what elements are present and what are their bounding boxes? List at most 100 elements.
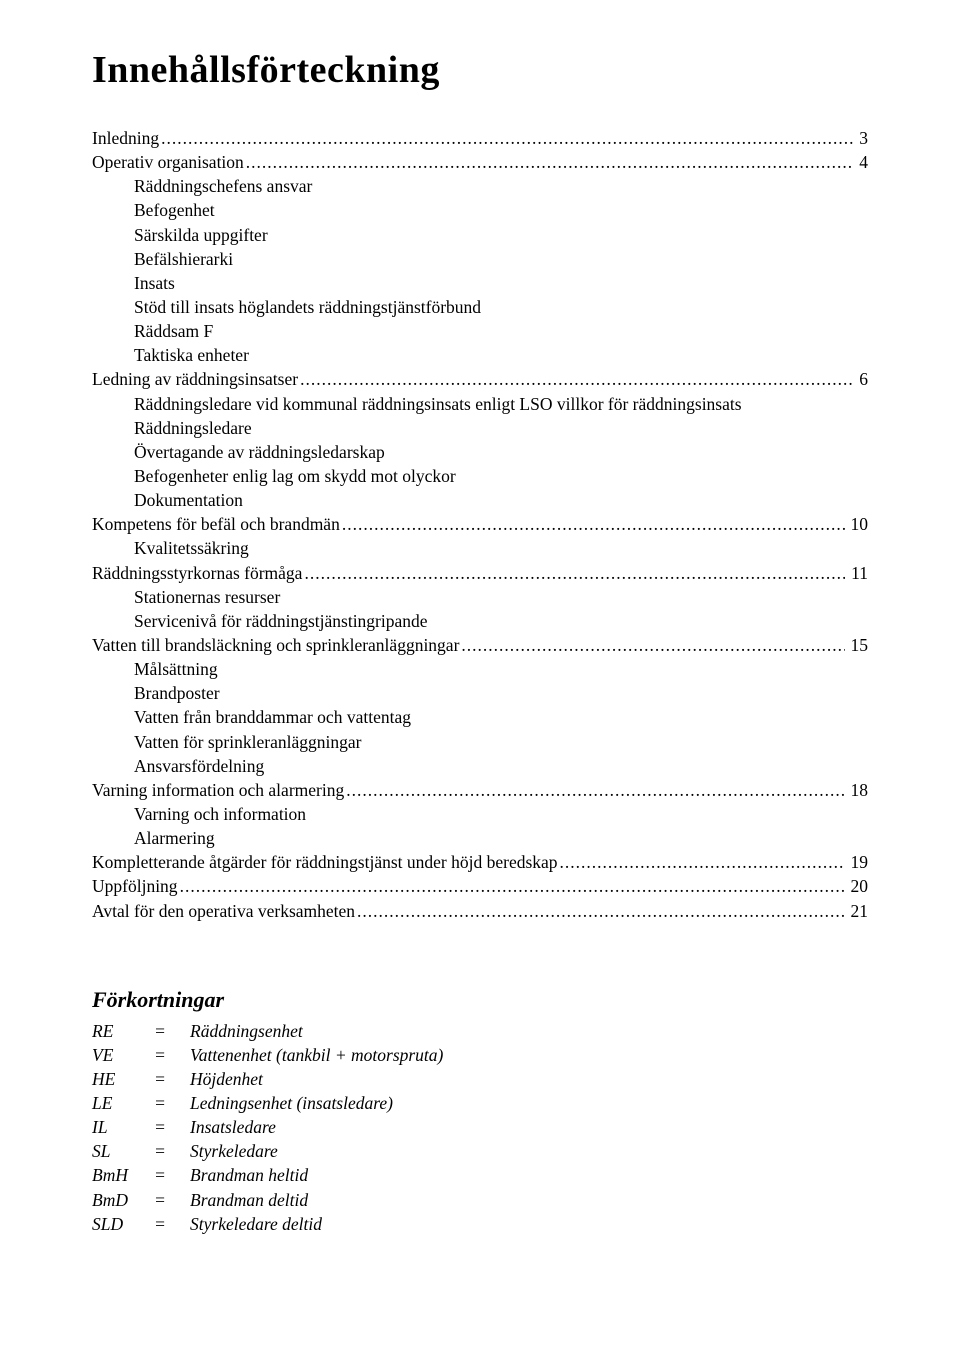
- toc-subentry: Befogenheter enlig lag om skydd mot olyc…: [92, 464, 868, 488]
- abbr-equals: =: [154, 1115, 190, 1139]
- toc-subentry: Stöd till insats höglandets räddningstjä…: [92, 295, 868, 319]
- abbr-equals: =: [154, 1043, 190, 1067]
- toc-leader-dots: [560, 850, 845, 874]
- toc-subentry: Alarmering: [92, 826, 868, 850]
- abbr-key: BmH: [92, 1163, 154, 1187]
- abbr-value: Räddningsenhet: [190, 1019, 868, 1043]
- toc-leader-dots: [300, 367, 853, 391]
- toc-entry-page: 10: [847, 512, 869, 536]
- toc-subentry: Ansvarsfördelning: [92, 754, 868, 778]
- toc-entry-page: 21: [847, 899, 869, 923]
- toc-subentry: Stationernas resurser: [92, 585, 868, 609]
- abbr-value: Styrkeledare deltid: [190, 1212, 868, 1236]
- toc-subentry: Brandposter: [92, 681, 868, 705]
- toc-leader-dots: [461, 633, 844, 657]
- toc-subentry: Särskilda uppgifter: [92, 223, 868, 247]
- toc-subentry: Befogenhet: [92, 198, 868, 222]
- toc-entry-page: 20: [847, 874, 869, 898]
- toc-leader-dots: [246, 150, 853, 174]
- abbr-equals: =: [154, 1188, 190, 1212]
- toc-entry: Varning information och alarmering 18: [92, 778, 868, 802]
- toc-entry-label: Varning information och alarmering: [92, 778, 344, 802]
- toc-subentry: Dokumentation: [92, 488, 868, 512]
- toc-entry-label: Inledning: [92, 126, 159, 150]
- abbr-row: LE=Ledningsenhet (insatsledare): [92, 1091, 868, 1115]
- toc-entry-label: Ledning av räddningsinsatser: [92, 367, 298, 391]
- toc-subentry: Räddsam F: [92, 319, 868, 343]
- page-title: Innehållsförteckning: [92, 48, 868, 92]
- toc-subentry: Insats: [92, 271, 868, 295]
- abbr-row: SLD=Styrkeledare deltid: [92, 1212, 868, 1236]
- abbr-key: BmD: [92, 1188, 154, 1212]
- toc-entry: Inledning 3: [92, 126, 868, 150]
- abbr-key: IL: [92, 1115, 154, 1139]
- toc-entry-label: Vatten till brandsläckning och sprinkler…: [92, 633, 459, 657]
- toc-entry: Ledning av räddningsinsatser 6: [92, 367, 868, 391]
- toc-entry: Uppföljning 20: [92, 874, 868, 898]
- toc-entry-page: 11: [847, 561, 868, 585]
- toc-entry: Kompletterande åtgärder för räddningstjä…: [92, 850, 868, 874]
- abbr-equals: =: [154, 1067, 190, 1091]
- abbr-equals: =: [154, 1139, 190, 1163]
- abbr-key: HE: [92, 1067, 154, 1091]
- abbr-equals: =: [154, 1019, 190, 1043]
- toc-entry: Avtal för den operativa verksamheten 21: [92, 899, 868, 923]
- abbr-value: Ledningsenhet (insatsledare): [190, 1091, 868, 1115]
- abbr-key: VE: [92, 1043, 154, 1067]
- toc-subentry: Räddningschefens ansvar: [92, 174, 868, 198]
- toc-subentry: Räddningsledare: [92, 416, 868, 440]
- toc-subentry: Räddningsledare vid kommunal räddningsin…: [92, 392, 868, 416]
- toc-entry-page: 15: [847, 633, 869, 657]
- toc-leader-dots: [342, 512, 845, 536]
- abbr-row: RE=Räddningsenhet: [92, 1019, 868, 1043]
- toc-entry-page: 19: [847, 850, 869, 874]
- abbr-equals: =: [154, 1091, 190, 1115]
- abbr-value: Insatsledare: [190, 1115, 868, 1139]
- toc-entry-label: Uppföljning: [92, 874, 178, 898]
- toc-entry-label: Kompletterande åtgärder för räddningstjä…: [92, 850, 558, 874]
- toc-entry-page: 6: [855, 367, 868, 391]
- toc-subentry: Varning och information: [92, 802, 868, 826]
- abbr-row: HE=Höjdenhet: [92, 1067, 868, 1091]
- abbreviations-table: RE=RäddningsenhetVE=Vattenenhet (tankbil…: [92, 1019, 868, 1236]
- abbr-equals: =: [154, 1212, 190, 1236]
- abbr-value: Brandman heltid: [190, 1163, 868, 1187]
- toc-subentry: Kvalitetssäkring: [92, 536, 868, 560]
- toc-subentry: Målsättning: [92, 657, 868, 681]
- abbreviations-heading: Förkortningar: [92, 987, 868, 1013]
- abbr-value: Vattenenhet (tankbil + motorspruta): [190, 1043, 868, 1067]
- toc-subentry: Befälshierarki: [92, 247, 868, 271]
- toc-entry: Operativ organisation 4: [92, 150, 868, 174]
- toc-entry-label: Kompetens för befäl och brandmän: [92, 512, 340, 536]
- toc-subentry: Taktiska enheter: [92, 343, 868, 367]
- toc-entry: Räddningsstyrkornas förmåga 11: [92, 561, 868, 585]
- abbr-key: RE: [92, 1019, 154, 1043]
- toc-leader-dots: [180, 874, 845, 898]
- toc-leader-dots: [161, 126, 853, 150]
- abbr-row: BmD=Brandman deltid: [92, 1188, 868, 1212]
- toc-entry-page: 4: [855, 150, 868, 174]
- toc-subentry: Vatten för sprinkleranläggningar: [92, 730, 868, 754]
- abbr-value: Styrkeledare: [190, 1139, 868, 1163]
- toc-leader-dots: [357, 899, 844, 923]
- toc-subentry: Servicenivå för räddningstjänstingripand…: [92, 609, 868, 633]
- toc-leader-dots: [346, 778, 844, 802]
- toc-entry-label: Operativ organisation: [92, 150, 244, 174]
- abbr-value: Brandman deltid: [190, 1188, 868, 1212]
- abbr-row: IL=Insatsledare: [92, 1115, 868, 1139]
- abbr-key: SLD: [92, 1212, 154, 1236]
- toc-entry: Kompetens för befäl och brandmän 10: [92, 512, 868, 536]
- abbr-key: LE: [92, 1091, 154, 1115]
- toc-entry-page: 18: [847, 778, 869, 802]
- abbr-value: Höjdenhet: [190, 1067, 868, 1091]
- abbr-equals: =: [154, 1163, 190, 1187]
- toc-subentry: Vatten från branddammar och vattentag: [92, 705, 868, 729]
- toc-entry: Vatten till brandsläckning och sprinkler…: [92, 633, 868, 657]
- toc-entry-label: Avtal för den operativa verksamheten: [92, 899, 355, 923]
- abbr-row: SL=Styrkeledare: [92, 1139, 868, 1163]
- abbr-key: SL: [92, 1139, 154, 1163]
- toc-entry-page: 3: [855, 126, 868, 150]
- abbr-row: VE=Vattenenhet (tankbil + motorspruta): [92, 1043, 868, 1067]
- toc-entry-label: Räddningsstyrkornas förmåga: [92, 561, 302, 585]
- toc-leader-dots: [304, 561, 845, 585]
